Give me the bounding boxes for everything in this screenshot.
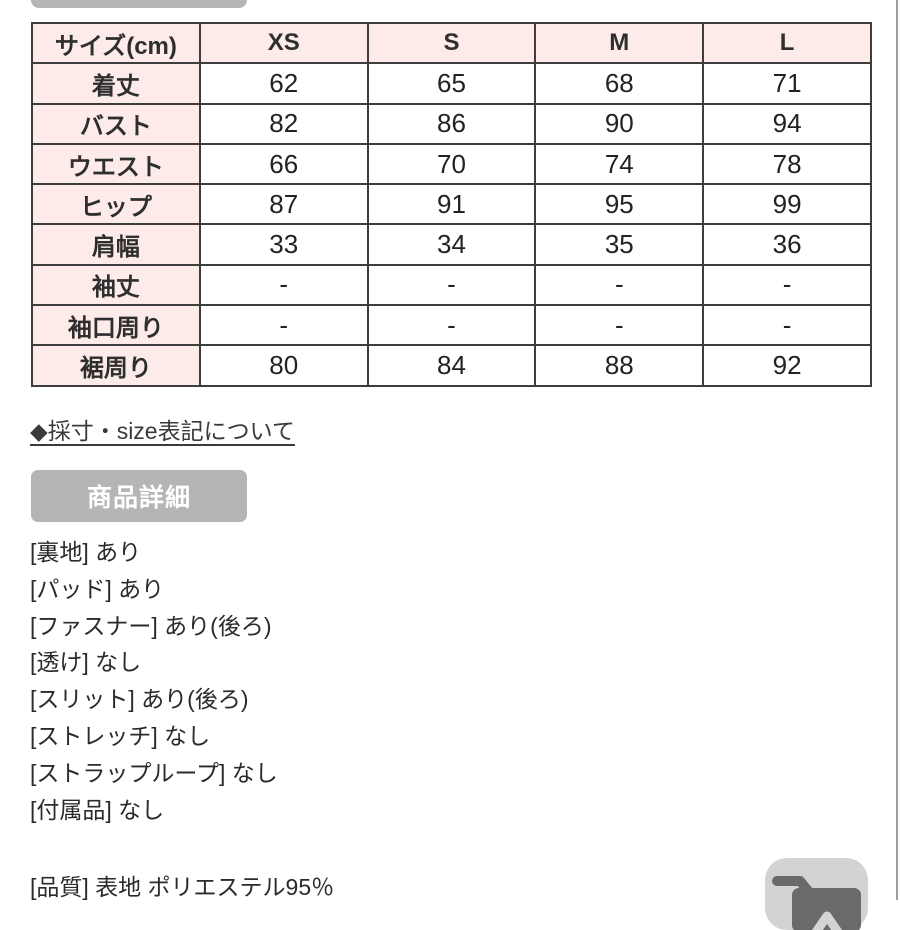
size-column-header: S	[366, 21, 537, 65]
section-header-cutoff	[31, 0, 247, 8]
size-value-cell: 82	[198, 102, 369, 145]
size-table-row: ヒップ 87 91 95 99	[31, 183, 872, 226]
size-column-header: M	[534, 21, 705, 65]
size-value-cell: 33	[198, 223, 369, 266]
size-value-cell: -	[534, 304, 705, 347]
size-value-cell: 86	[366, 102, 537, 145]
size-value-cell: 92	[702, 344, 872, 387]
size-value-cell: 36	[702, 223, 872, 266]
size-value-cell: -	[198, 304, 369, 347]
measurement-label: ヒップ	[31, 183, 201, 226]
detail-line: [パッド] あり	[30, 575, 165, 602]
detail-line: [透け] なし	[30, 649, 142, 676]
size-value-cell: 88	[534, 344, 705, 387]
size-value-cell: 35	[534, 223, 705, 266]
size-value-cell: 74	[534, 142, 705, 186]
size-value-cell: 70	[366, 142, 537, 186]
detail-line: [ストラップループ] なし	[30, 759, 278, 786]
sizing-info-link[interactable]: ◆採寸・size表記について	[30, 418, 295, 444]
detail-line: [ストレッチ] なし	[30, 722, 211, 749]
size-column-header: XS	[198, 21, 369, 65]
size-value-cell: 78	[702, 142, 872, 186]
size-column-header: L	[702, 21, 872, 65]
size-table-row: 肩幅 33 34 35 36	[31, 223, 872, 266]
size-value-cell: -	[534, 263, 705, 307]
size-table-row: バスト 82 86 90 94	[31, 102, 872, 145]
measurement-label: 袖口周り	[31, 304, 201, 347]
size-value-cell: -	[198, 263, 369, 307]
detail-line: [スリット] あり(後ろ)	[30, 686, 249, 713]
size-value-cell: -	[702, 304, 872, 347]
right-edge-divider	[896, 0, 898, 900]
size-value-cell: 68	[534, 62, 705, 105]
size-value-cell: 80	[198, 344, 369, 387]
measurement-label: 裾周り	[31, 344, 201, 387]
size-table-row: ウエスト 66 70 74 78	[31, 142, 872, 186]
size-value-cell: -	[366, 263, 537, 307]
size-value-cell: 62	[198, 62, 369, 105]
size-value-cell: -	[366, 304, 537, 347]
size-table-row: 着丈 62 65 68 71	[31, 62, 872, 105]
size-value-cell: -	[702, 263, 872, 307]
quality-line: [品質] 表地 ポリエステル95％	[30, 874, 335, 900]
product-details-header: 商品詳細	[31, 470, 247, 522]
size-value-cell: 71	[702, 62, 872, 105]
measurement-label: 肩幅	[31, 223, 201, 266]
size-table-header-row: サイズ(cm) XS S M L	[31, 21, 872, 65]
measurement-label: 袖丈	[31, 263, 201, 307]
size-table-row: 袖丈 - - - -	[31, 263, 872, 307]
size-table-row: 裾周り 80 84 88 92	[31, 344, 872, 387]
size-value-cell: 84	[366, 344, 537, 387]
measurement-label: 着丈	[31, 62, 201, 105]
detail-line: [付属品] なし	[30, 796, 165, 823]
add-to-cart-button[interactable]	[765, 858, 868, 930]
details-list: [裏地] あり [パッド] あり [ファスナー] あり(後ろ) [透け] なし [スリッ…	[30, 534, 278, 828]
size-unit-header: サイズ(cm)	[31, 21, 201, 65]
size-value-cell: 91	[366, 183, 537, 226]
size-value-cell: 66	[198, 142, 369, 186]
size-value-cell: 99	[702, 183, 872, 226]
size-table-row: 袖口周り - - - -	[31, 304, 872, 347]
measurement-label: ウエスト	[31, 142, 201, 186]
size-value-cell: 94	[702, 102, 872, 145]
add-to-cart-icon	[765, 858, 868, 930]
size-value-cell: 65	[366, 62, 537, 105]
size-value-cell: 34	[366, 223, 537, 266]
detail-line: [ファスナー] あり(後ろ)	[30, 612, 272, 639]
size-value-cell: 90	[534, 102, 705, 145]
size-table: サイズ(cm) XS S M L 着丈 62 65 68 71 バスト 82 86 90 94 ウエスト 66…	[31, 21, 872, 387]
measurement-label: バスト	[31, 102, 201, 145]
size-value-cell: 87	[198, 183, 369, 226]
detail-line: [裏地] あり	[30, 539, 142, 565]
size-value-cell: 95	[534, 183, 705, 226]
